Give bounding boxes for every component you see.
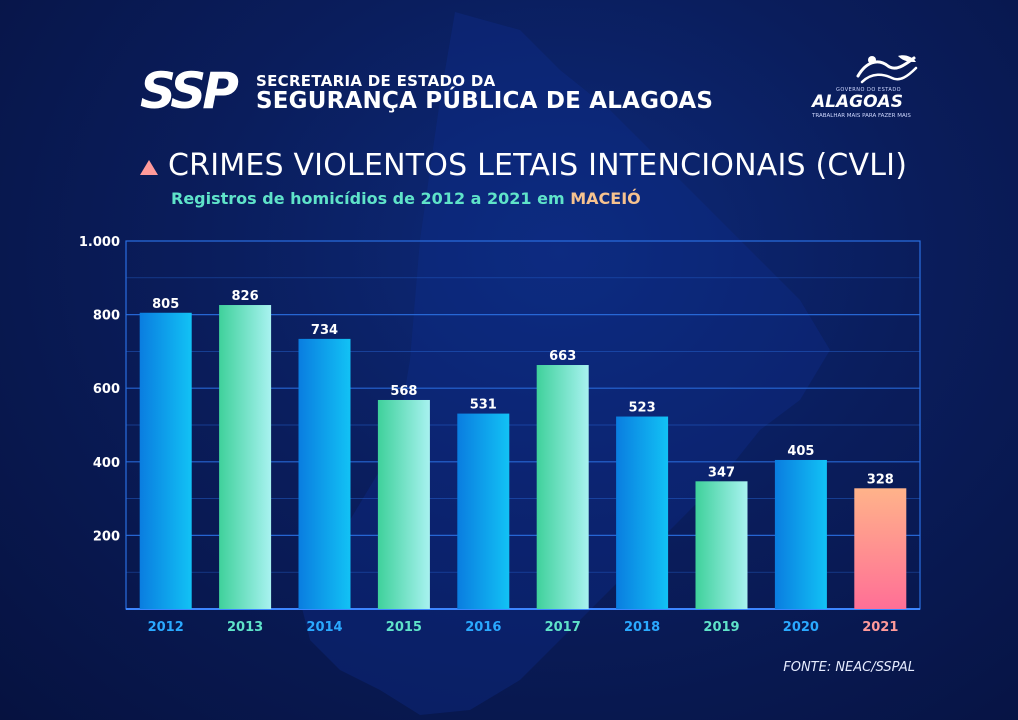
- bar: [616, 416, 669, 609]
- alagoas-government-emblem: [856, 55, 918, 84]
- y-tick-label: 400: [93, 456, 120, 471]
- gov-name: ALAGOAS: [812, 92, 903, 112]
- bar-value-label: 523: [629, 401, 656, 416]
- bar: [536, 365, 589, 609]
- bar: [219, 305, 272, 609]
- x-tick-label: 2021: [862, 620, 898, 635]
- x-tick-label: 2013: [227, 620, 263, 635]
- y-tick-label: 800: [93, 309, 120, 324]
- y-tick-label: 600: [93, 382, 120, 397]
- org-name-line2: SEGURANÇA PÚBLICA DE ALAGOAS: [256, 88, 714, 114]
- title-triangle-icon: [140, 160, 158, 175]
- bar: [377, 399, 430, 609]
- y-tick-label: 200: [93, 529, 120, 544]
- gov-small-label: GOVERNO DO ESTADO: [836, 87, 902, 93]
- x-tick-label: 2015: [386, 620, 422, 635]
- subtitle-city: MACEIÓ: [570, 189, 641, 208]
- bar: [854, 488, 907, 609]
- bar-value-label: 328: [867, 472, 894, 487]
- bar-value-label: 568: [390, 384, 417, 399]
- x-tick-label: 2019: [703, 620, 739, 635]
- bars: [139, 305, 907, 609]
- bar: [774, 459, 827, 609]
- chart-title: CRIMES VIOLENTOS LETAIS INTENCIONAIS (CV…: [168, 148, 908, 183]
- x-tick-label: 2016: [465, 620, 501, 635]
- bar-value-label: 826: [232, 289, 259, 304]
- chart-subtitle: Registros de homicídios de 2012 a 2021 e…: [171, 189, 641, 208]
- x-tick-label: 2018: [624, 620, 660, 635]
- bar: [457, 413, 510, 609]
- subtitle-prefix: Registros de homicídios de 2012 a 2021 e…: [171, 189, 565, 208]
- bar-value-label: 805: [152, 297, 179, 312]
- bar: [298, 338, 351, 609]
- source-note: FONTE: NEAC/SSPAL: [783, 660, 915, 675]
- x-tick-label: 2017: [545, 620, 581, 635]
- bar: [695, 481, 748, 609]
- gov-tagline: TRABALHAR MAIS PARA FAZER MAIS: [812, 113, 911, 119]
- x-tick-label: 2012: [148, 620, 184, 635]
- x-tick-label: 2014: [306, 620, 342, 635]
- y-tick-labels: 200 400 600 800 1.000: [79, 235, 120, 544]
- bar-value-label: 663: [549, 349, 576, 364]
- bar-value-label: 347: [708, 465, 735, 480]
- org-name-line1: SECRETARIA DE ESTADO DA: [256, 72, 496, 90]
- ssp-logo-text: SSP: [140, 64, 238, 114]
- bar-value-labels: 805 826 734 568 531 663 523 347 405 328: [152, 289, 894, 487]
- y-tick-label: 1.000: [79, 235, 120, 250]
- ssp-logo: SSP: [140, 64, 242, 114]
- bar-value-label: 734: [311, 323, 338, 338]
- x-tick-label: 2020: [783, 620, 819, 635]
- bar: [139, 312, 192, 609]
- bar-value-label: 531: [470, 398, 497, 413]
- x-tick-labels: 2012 2013 2014 2015 2016 2017 2018 2019 2020 2021: [148, 620, 899, 635]
- ssp-header: SSP SECRETARIA DE ESTADO DA SEGURANÇA PÚ…: [138, 64, 713, 114]
- bar-value-label: 405: [787, 444, 814, 459]
